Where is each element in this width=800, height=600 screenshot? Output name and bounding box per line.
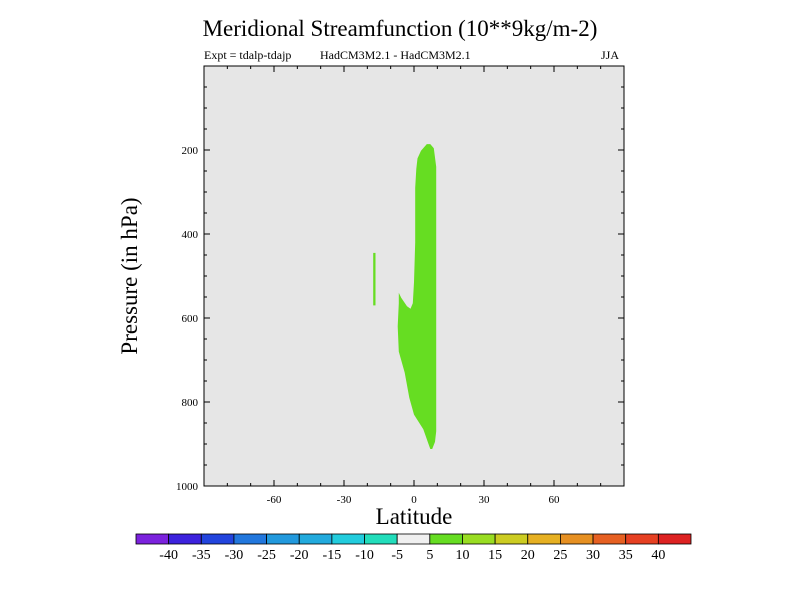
shaded-region-2 — [373, 252, 376, 306]
x-tick-label: 60 — [549, 494, 561, 506]
colorbar-label: -15 — [323, 548, 342, 563]
y-tick-label: 1000 — [176, 481, 199, 493]
colorbar-label: 40 — [651, 548, 665, 563]
y-axis-label: Pressure (in hPa) — [117, 197, 142, 354]
colorbar-swatch — [625, 533, 659, 545]
x-tick-label: -30 — [337, 494, 352, 506]
colorbar-swatch — [396, 533, 431, 545]
colorbar-swatch — [266, 533, 300, 545]
colorbar-label: -10 — [355, 548, 374, 563]
y-tick-label: 200 — [182, 145, 199, 157]
colorbar-swatch — [364, 533, 398, 545]
x-tick-label: 0 — [411, 494, 417, 506]
colorbar-label: -30 — [225, 548, 244, 563]
colorbar-label: -40 — [159, 548, 178, 563]
colorbar-swatch — [298, 533, 333, 545]
colorbar-swatch — [527, 533, 561, 545]
shaded-region-1 — [397, 144, 437, 449]
colorbar-swatch — [429, 533, 463, 545]
colorbar-label: -35 — [192, 548, 211, 563]
experiment-label: Expt = tdalp-tdajp — [204, 48, 292, 62]
x-axis-label: Latitude — [376, 504, 453, 529]
chart-title: Meridional Streamfunction (10**9kg/m-2) — [202, 16, 598, 41]
season-label: JJA — [601, 48, 620, 62]
colorbar-swatch — [135, 533, 170, 545]
y-tick-label: 800 — [182, 397, 199, 409]
colorbar-label: 20 — [521, 548, 535, 563]
y-tick-label: 600 — [182, 313, 199, 325]
colorbar-swatch — [657, 533, 692, 545]
colorbar-swatch — [331, 533, 365, 545]
colorbar-label: 25 — [553, 548, 567, 563]
colorbar-label: 5 — [426, 548, 433, 563]
colorbar-swatch — [168, 533, 202, 545]
colorbar-swatch — [560, 533, 594, 545]
colorbar-swatch — [494, 533, 529, 545]
colorbar-label: 30 — [586, 548, 600, 563]
colorbar-label: 10 — [455, 548, 469, 563]
model-comparison-label: HadCM3M2.1 - HadCM3M2.1 — [320, 48, 471, 62]
colorbar-label: -5 — [391, 548, 403, 563]
y-tick-label: 400 — [182, 229, 199, 241]
colorbar-swatch — [592, 533, 627, 545]
colorbar-label: -25 — [257, 548, 276, 563]
x-tick-label: -60 — [267, 494, 282, 506]
colorbar-label: -20 — [290, 548, 309, 563]
colorbar-label: 35 — [619, 548, 633, 563]
x-tick-label: 30 — [479, 494, 491, 506]
colorbar-swatch — [200, 533, 235, 545]
colorbar-label: 15 — [488, 548, 502, 563]
colorbar-swatch — [233, 533, 267, 545]
colorbar-swatch — [462, 533, 496, 545]
plot-background — [204, 66, 624, 486]
